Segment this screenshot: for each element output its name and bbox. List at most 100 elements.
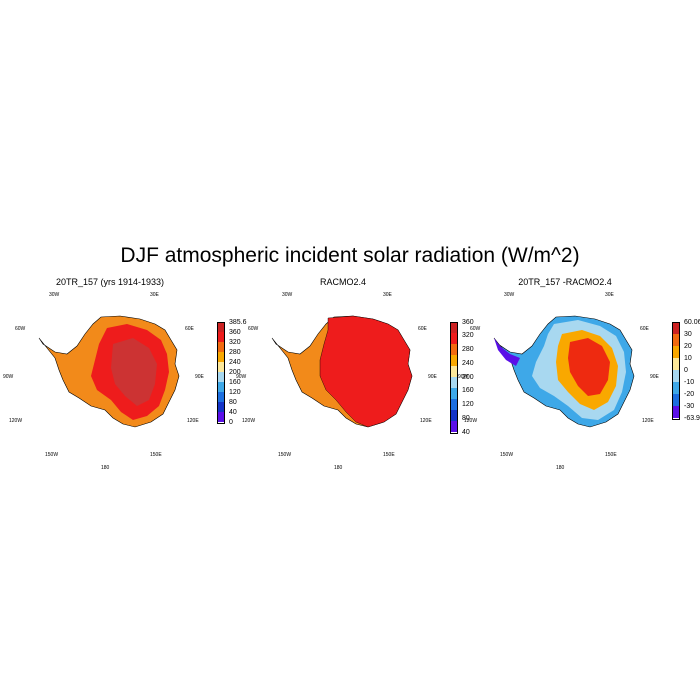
colorbar-tick-label: 0: [684, 366, 688, 374]
antarctica-map: [493, 315, 635, 428]
colorbar-segment: [450, 355, 458, 366]
colorbar-frame: [217, 322, 225, 424]
panel-title: 20TR_157 (yrs 1914-1933): [55, 277, 165, 287]
colorbar-tick-label: 30: [684, 330, 692, 338]
colorbar-segment: [450, 399, 458, 410]
panel-title: 20TR_157 -RACMO2.4: [518, 277, 612, 287]
colorbar-segment: [217, 332, 225, 342]
colorbar-tick-label: 80: [229, 398, 237, 406]
antarctica-map: [271, 315, 413, 428]
colorbar-segment: [450, 421, 458, 432]
colorbar-segment: [672, 346, 680, 358]
lon-label-60w: 60W: [15, 326, 26, 332]
colorbar-tick-label: 240: [229, 358, 241, 366]
colorbar-segment: [450, 344, 458, 355]
colorbar-tick-label: 120: [462, 401, 474, 408]
lon-label-150e: 150E: [383, 452, 395, 458]
colorbar: [450, 322, 458, 432]
colorbar-tick-label: 200: [229, 368, 241, 376]
colorbar-segment: [450, 388, 458, 399]
lon-label-30w: 30W: [282, 292, 293, 298]
colorbar-tick-label: 385.6: [229, 318, 247, 326]
colorbar-segment: [672, 358, 680, 370]
colorbar-segment: [217, 362, 225, 372]
colorbar-tick-label: -63.98: [684, 414, 700, 422]
colorbar-tick-label: 360: [229, 328, 241, 336]
colorbar-segment: [450, 377, 458, 388]
colorbar-tick-label: -10: [684, 378, 695, 386]
lon-label-90e: 90E: [650, 374, 659, 380]
colorbar-segment: [450, 322, 458, 333]
colorbar-segment: [217, 402, 225, 412]
lon-label-30e: 30E: [150, 292, 159, 298]
colorbar-segment: [672, 334, 680, 346]
lon-label-90e: 90E: [195, 374, 204, 380]
colorbar-tick-label: 360: [462, 318, 474, 326]
lon-label-150w: 150W: [278, 452, 292, 458]
colorbar-segment: [217, 372, 225, 382]
panel-model: 20TR_157 (yrs 1914-1933) 30W 30E 60W 60E…: [3, 272, 247, 472]
lon-label-30e: 30E: [383, 292, 392, 298]
lon-label-90w: 90W: [236, 374, 247, 380]
colorbar-tick-label: 60.06: [684, 318, 700, 326]
colorbar-segment: [672, 394, 680, 406]
lon-label-120e: 120E: [420, 418, 432, 424]
lon-label-180: 180: [101, 465, 110, 471]
colorbar-tick-label: 120: [229, 388, 241, 396]
lon-label-150e: 150E: [605, 452, 617, 458]
colorbar-segment: [672, 322, 680, 334]
colorbar-segment: [217, 382, 225, 392]
lon-label-30w: 30W: [504, 292, 515, 298]
colorbar-tick-label: 200: [462, 373, 474, 381]
lon-label-30e: 30E: [605, 292, 614, 298]
plateau-zone: [111, 338, 157, 406]
lon-label-90w: 90W: [3, 374, 14, 380]
colorbar-tick-label: -30: [684, 402, 695, 410]
colorbar-tick-label: 280: [229, 348, 241, 356]
strong-positive-zone: [568, 338, 610, 396]
lon-label-120e: 120E: [642, 418, 654, 424]
colorbar-tick-label: 240: [462, 359, 474, 367]
colorbar-segment: [672, 406, 680, 418]
lon-label-60e: 60E: [418, 326, 427, 332]
colorbar-tick-label: 0: [229, 418, 233, 426]
colorbar: [217, 322, 225, 422]
colorbar-tick-label: 320: [229, 338, 241, 346]
lon-label-120w: 120W: [464, 418, 478, 424]
colorbar-segment: [450, 410, 458, 421]
lon-label-60w: 60W: [470, 326, 481, 332]
lon-label-120w: 120W: [9, 418, 23, 424]
lon-label-60e: 60E: [640, 326, 649, 332]
high-zone: [319, 315, 413, 428]
colorbar-tick-label: 40: [462, 428, 470, 436]
colorbar-tick-label: 80: [462, 414, 470, 422]
antarctica-map: [38, 315, 180, 428]
peninsula-negative-zone: [494, 338, 520, 366]
colorbar-tick-label: 280: [462, 346, 474, 353]
lon-label-60e: 60E: [185, 326, 194, 332]
colorbar-tick-label: 20: [684, 342, 692, 350]
lon-label-180: 180: [556, 465, 565, 471]
colorbar-frame: [450, 322, 458, 434]
lon-label-60w: 60W: [248, 326, 259, 332]
colorbar-tick-label: 160: [229, 378, 241, 386]
lon-label-30w: 30W: [49, 292, 60, 298]
lon-label-180: 180: [334, 465, 343, 471]
colorbar-tick-label: 40: [229, 408, 237, 416]
colorbar-segment: [217, 412, 225, 422]
colorbar-segment: [450, 366, 458, 377]
figure-title: DJF atmospheric incident solar radiation…: [120, 244, 580, 267]
colorbar-tick-label: 320: [462, 332, 474, 340]
lon-label-150w: 150W: [45, 452, 59, 458]
colorbar-segment: [672, 370, 680, 382]
colorbar-tick-label: -20: [684, 390, 695, 398]
colorbar-tick-label: 10: [684, 354, 692, 362]
lon-label-150e: 150E: [150, 452, 162, 458]
colorbar-segment: [217, 392, 225, 402]
colorbar-segment: [217, 342, 225, 352]
colorbar-segment: [450, 333, 458, 344]
panel-title: RACMO2.4: [319, 277, 366, 287]
colorbar-segment: [217, 322, 225, 332]
colorbar-segment: [672, 382, 680, 394]
colorbar-frame: [672, 322, 680, 420]
